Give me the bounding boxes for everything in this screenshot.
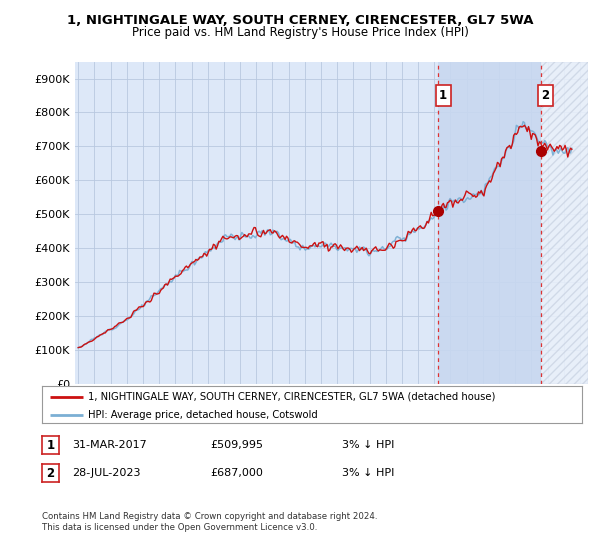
Bar bbox=[439, 62, 541, 384]
Text: HPI: Average price, detached house, Cotswold: HPI: Average price, detached house, Cots… bbox=[88, 410, 317, 420]
Text: 1, NIGHTINGALE WAY, SOUTH CERNEY, CIRENCESTER, GL7 5WA: 1, NIGHTINGALE WAY, SOUTH CERNEY, CIRENC… bbox=[67, 13, 533, 27]
Text: 3% ↓ HPI: 3% ↓ HPI bbox=[342, 468, 394, 478]
Text: 31-MAR-2017: 31-MAR-2017 bbox=[72, 440, 147, 450]
Bar bbox=[541, 62, 588, 384]
Text: £509,995: £509,995 bbox=[210, 440, 263, 450]
Bar bbox=[541, 62, 588, 384]
Text: 1: 1 bbox=[46, 438, 55, 452]
Text: 1: 1 bbox=[439, 89, 447, 102]
Text: 2: 2 bbox=[46, 466, 55, 480]
Text: 3% ↓ HPI: 3% ↓ HPI bbox=[342, 440, 394, 450]
Text: 2: 2 bbox=[542, 89, 550, 102]
Text: This data is licensed under the Open Government Licence v3.0.: This data is licensed under the Open Gov… bbox=[42, 523, 317, 532]
Text: Contains HM Land Registry data © Crown copyright and database right 2024.: Contains HM Land Registry data © Crown c… bbox=[42, 512, 377, 521]
Text: 28-JUL-2023: 28-JUL-2023 bbox=[72, 468, 140, 478]
Text: 1, NIGHTINGALE WAY, SOUTH CERNEY, CIRENCESTER, GL7 5WA (detached house): 1, NIGHTINGALE WAY, SOUTH CERNEY, CIRENC… bbox=[88, 391, 495, 402]
Text: £687,000: £687,000 bbox=[210, 468, 263, 478]
Text: Price paid vs. HM Land Registry's House Price Index (HPI): Price paid vs. HM Land Registry's House … bbox=[131, 26, 469, 39]
